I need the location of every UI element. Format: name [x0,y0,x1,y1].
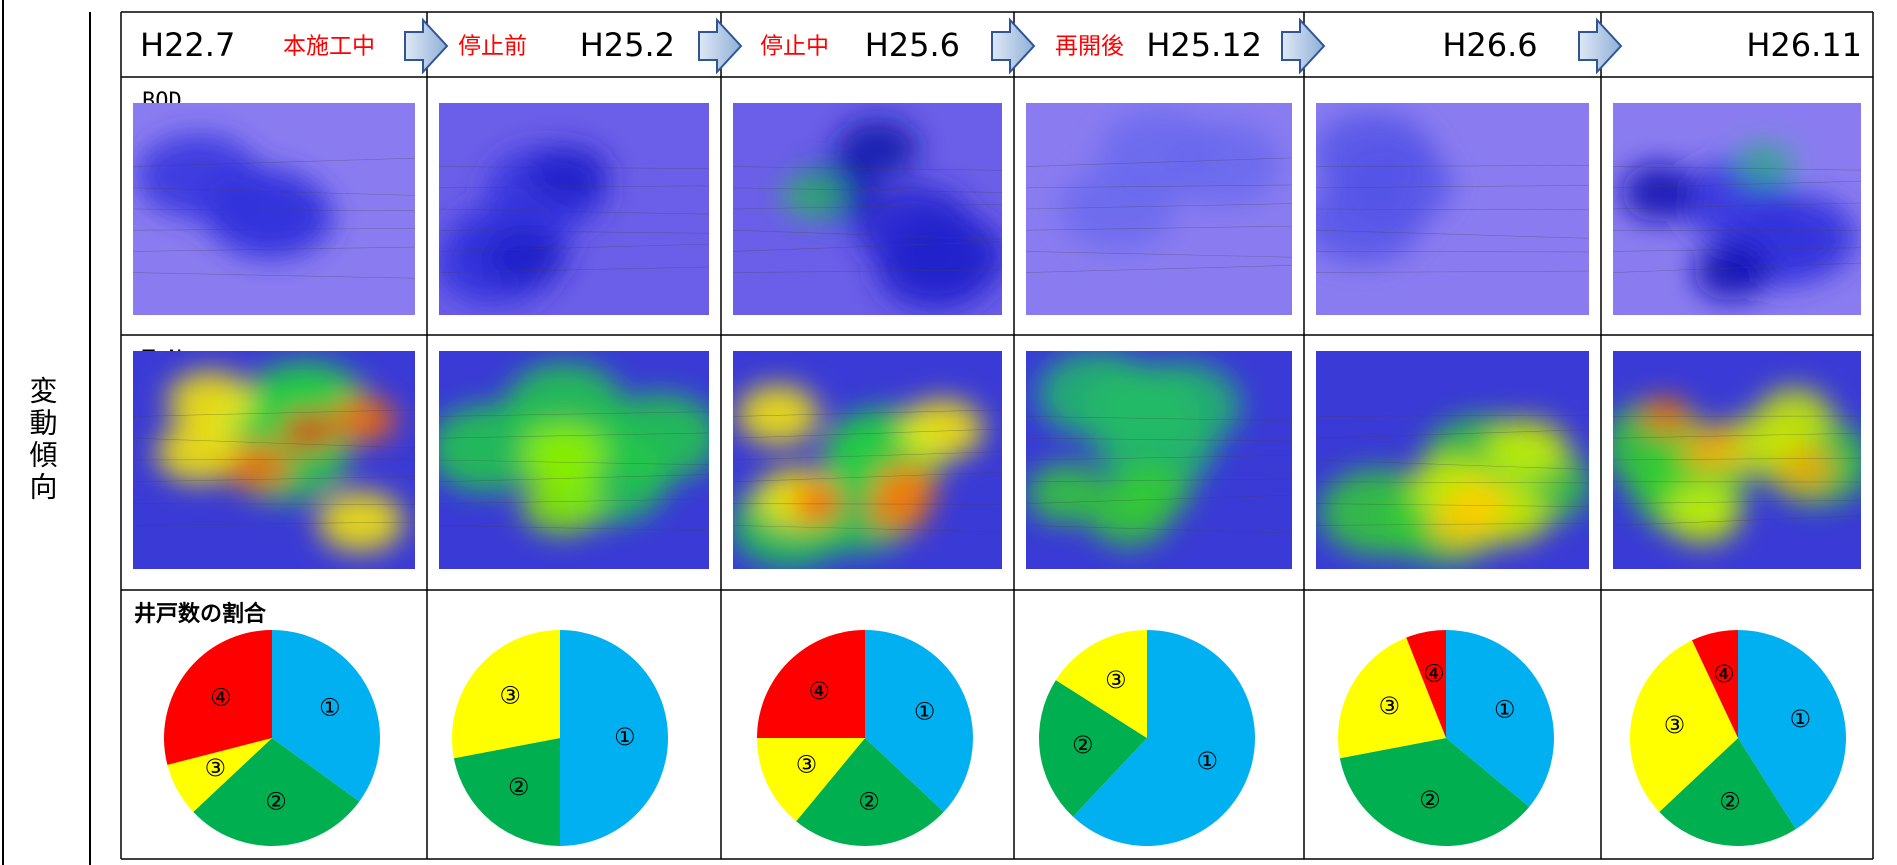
pie-label: ③ [1105,666,1127,694]
heatmap [1026,103,1292,315]
pie-label: ② [508,773,530,801]
period-label: H25.12 [1146,26,1262,64]
pie-label: ① [319,694,341,722]
heatmap-blob [167,371,253,431]
figure: 変動傾向 BOD T-N 井戸数の割合 H22.7本施工中H25.2停止前H25… [0,0,1897,865]
pie-label: ① [614,723,636,751]
heatmap-blob [901,399,983,459]
heatmap [1026,351,1292,569]
period-label: H22.7 [140,26,235,64]
pie-label: ③ [796,751,818,779]
heatmap-blob [1485,419,1568,479]
status-label: 本施工中 [283,34,375,60]
heatmap-blob [1642,397,1688,434]
pie-label: ② [1419,786,1441,814]
heatmap [731,351,1002,569]
pie-label: ③ [499,682,521,710]
row-label: 井戸数の割合 [134,601,267,627]
heatmap-blob [318,491,404,551]
status-label: 停止中 [760,34,829,60]
heatmap-blob [524,422,606,482]
heatmap-blob [527,146,609,204]
heatmap-blob [331,396,396,442]
heatmap [733,103,1007,315]
status-label: 停止前 [458,34,527,60]
period-label: H26.11 [1746,26,1862,64]
heatmap [133,103,415,315]
heatmap-blob [225,444,290,490]
heatmap-blob [521,474,603,534]
heatmap [1303,103,1589,315]
pie-label: ③ [204,754,226,782]
pie-label: ① [1789,705,1811,733]
heatmap-blob [484,229,566,287]
heatmap-blob [1736,143,1793,188]
pie-label: ④ [1423,659,1445,687]
pie-label: ④ [1713,660,1735,688]
heatmap [1613,103,1861,315]
pie-label: ③ [1664,711,1686,739]
heatmap [1316,351,1590,569]
heatmap [133,351,415,569]
heatmap-blob [1777,446,1834,492]
heatmap-blob [601,394,720,481]
heatmap [1602,351,1872,569]
pie-label: ④ [808,677,830,705]
side-label: 変動傾向 [26,376,59,504]
period-label: H25.2 [580,26,675,64]
period-label: H26.6 [1442,26,1537,64]
heatmap-blob [1622,163,1697,221]
heatmap-blob [783,173,845,218]
heatmap [435,103,709,315]
heatmap-blob [867,485,929,531]
heatmap-blob [1681,426,1738,472]
heatmap-blob [791,485,841,522]
pie-label: ② [265,788,287,816]
pie-label: ② [1719,787,1741,815]
pie-label: ② [1072,731,1094,759]
period-label: H25.6 [865,26,960,64]
status-label: 再開後 [1055,34,1124,60]
pie-label: ④ [210,683,232,711]
heatmap-blob [1447,480,1510,526]
heatmap-blob [1666,483,1741,543]
heatmap-blob [1694,242,1769,300]
pie-label: ① [1196,747,1218,775]
heatmap-blob [1757,388,1832,448]
pie-label: ① [1494,695,1516,723]
heatmap [429,351,719,569]
heatmap-blob [1059,165,1176,250]
heatmap-blob [1088,486,1169,546]
pie-label: ③ [1378,692,1400,720]
pie-label: ① [914,697,936,725]
pie-label: ② [858,788,880,816]
